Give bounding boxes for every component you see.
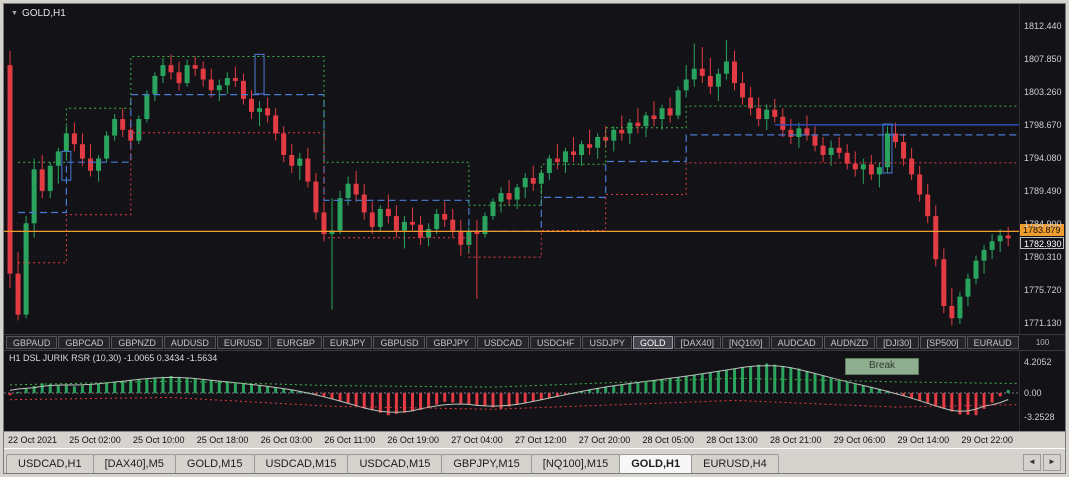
current-price-badge: 1782.930 bbox=[1020, 237, 1064, 250]
chart-tab-GOLD-H1[interactable]: GOLD,H1 bbox=[619, 454, 693, 473]
price-scale-label: 1771.130 bbox=[1024, 318, 1062, 329]
indicator-level-line bbox=[9, 377, 1019, 388]
symbol-list: GBPAUD GBPCAD GBPNZD AUDUSD EURUSD EURGBP EURJ… bbox=[4, 335, 1020, 350]
ticker-symbol-AUDUSD[interactable]: AUDUSD bbox=[163, 336, 216, 349]
ticker-symbol-USDCHF[interactable]: USDCHF bbox=[529, 336, 582, 349]
selection-box[interactable] bbox=[254, 53, 265, 95]
selection-box[interactable] bbox=[882, 123, 893, 174]
time-axis-label: 27 Oct 20:00 bbox=[578, 435, 631, 445]
indicator-signal-line bbox=[9, 365, 1009, 413]
price-scale-label: 1775.720 bbox=[1024, 285, 1062, 296]
indicator-scale-label: 4.2052 bbox=[1024, 356, 1052, 367]
chart-title-label: GOLD,H1 bbox=[21, 8, 66, 19]
price-scale[interactable]: 1783.879 1782.930 1812.440 1807.850 1803.2… bbox=[1019, 4, 1065, 334]
ticker-symbol-DJI30[interactable]: [DJI30] bbox=[876, 336, 919, 349]
price-scale-label: 1780.310 bbox=[1024, 252, 1062, 262]
indicator-scale[interactable]: 4.2052 0.00 -3.2528 bbox=[1019, 351, 1065, 431]
ticker-symbol-EURUSD[interactable]: EURUSD bbox=[216, 336, 269, 349]
chart-tab--NQ100--M15[interactable]: [NQ100],M15 bbox=[530, 454, 621, 473]
price-scale-label: 1794.080 bbox=[1024, 153, 1062, 163]
time-axis-label: 28 Oct 05:00 bbox=[642, 435, 695, 445]
chart-title: ▼ GOLD,H1 bbox=[11, 8, 66, 19]
ticker-symbol-GOLD[interactable]: GOLD bbox=[633, 336, 673, 349]
chart-tab-GBPJPY-M15[interactable]: GBPJPY,M15 bbox=[441, 454, 532, 473]
time-axis-label: 29 Oct 06:00 bbox=[833, 435, 886, 445]
symbol-switcher-bar: GBPAUD GBPCAD GBPNZD AUDUSD EURUSD EURGBP EURJ… bbox=[4, 334, 1065, 350]
price-scale-label: 1807.850 bbox=[1024, 54, 1062, 64]
chart-tabs: USDCAD,H1 [DAX40],M5 GOLD,M15 USDCAD,M15 USD… bbox=[6, 454, 779, 473]
ticker-symbol-GBPJPY[interactable]: GBPJPY bbox=[426, 336, 476, 349]
break-button[interactable]: Break bbox=[845, 358, 919, 375]
terminal-chart-window: ▼ GOLD,H1 1783.879 1782.930 1812.440 1807… bbox=[3, 3, 1066, 474]
time-axis-label: 25 Oct 10:00 bbox=[133, 435, 185, 445]
indicator-subwindow: H1 DSL JURIK RSR (10,30) -1.0065 0.3434 … bbox=[4, 350, 1065, 431]
candlestick-chart[interactable]: ▼ GOLD,H1 bbox=[4, 4, 1019, 334]
ticker-symbol-GBPUSD[interactable]: GBPUSD bbox=[373, 336, 426, 349]
indicator-chart[interactable]: H1 DSL JURIK RSR (10,30) -1.0065 0.3434 … bbox=[4, 351, 1019, 431]
ticker-symbol-NQ100[interactable]: [NQ100] bbox=[722, 336, 770, 349]
time-axis-label: 28 Oct 21:00 bbox=[770, 435, 822, 445]
time-axis-label: 22 Oct 2021 bbox=[8, 435, 58, 445]
time-axis-label: 26 Oct 19:00 bbox=[387, 435, 439, 445]
ticker-symbol-AUDCAD[interactable]: AUDCAD bbox=[770, 336, 823, 349]
indicator-scale-label: -3.2528 bbox=[1024, 412, 1055, 423]
orange-price-badge: 1783.879 bbox=[1020, 224, 1064, 237]
indicator-scale-label: 0.00 bbox=[1024, 388, 1042, 398]
time-axis-label: 25 Oct 02:00 bbox=[69, 435, 121, 445]
ticker-symbol-USDCAD[interactable]: USDCAD bbox=[476, 336, 529, 349]
time-axis-label: 27 Oct 12:00 bbox=[514, 435, 567, 445]
ticker-symbol-EURJPY[interactable]: EURJPY bbox=[322, 336, 373, 349]
chart-tab-USDCAD-H1[interactable]: USDCAD,H1 bbox=[6, 454, 94, 473]
time-axis-label: 26 Oct 03:00 bbox=[260, 435, 313, 445]
ticker-symbol-AUDNZD[interactable]: AUDNZD bbox=[823, 336, 876, 349]
time-axis-label: 25 Oct 18:00 bbox=[196, 435, 249, 445]
indicator-name-label: H1 DSL JURIK RSR (10,30) -1.0065 0.3434 … bbox=[9, 353, 218, 363]
ticker-symbol-GBPNZD[interactable]: GBPNZD bbox=[111, 336, 163, 349]
candles-group bbox=[7, 39, 1011, 326]
selection-box[interactable] bbox=[61, 150, 72, 181]
chart-tab-USDCAD-M15[interactable]: USDCAD,M15 bbox=[347, 454, 443, 473]
chart-tab-USDCAD-M15[interactable]: USDCAD,M15 bbox=[253, 454, 349, 473]
ticker-symbol-USDJPY[interactable]: USDJPY bbox=[582, 336, 632, 349]
indicator-level-line bbox=[9, 396, 1019, 410]
price-scale-label: 1784.900 bbox=[1024, 219, 1062, 229]
ticker-scale-label: 100 bbox=[1035, 338, 1050, 347]
chart-tab-bar: USDCAD,H1 [DAX40],M5 GOLD,M15 USDCAD,M15 USD… bbox=[4, 448, 1065, 473]
chart-tab-EURUSD-H4[interactable]: EURUSD,H4 bbox=[691, 454, 779, 473]
time-axis-label: 27 Oct 04:00 bbox=[451, 435, 503, 445]
tab-scroll-left-icon[interactable]: ◄ bbox=[1023, 454, 1041, 471]
ticker-symbol-EURAUD[interactable]: EURAUD bbox=[966, 336, 1019, 349]
price-scale-label: 1812.440 bbox=[1024, 21, 1062, 31]
time-axis-label: 26 Oct 11:00 bbox=[324, 435, 376, 445]
time-axis-label: 29 Oct 14:00 bbox=[897, 435, 950, 445]
ticker-symbol-EURGBP[interactable]: EURGBP bbox=[269, 336, 322, 349]
time-axis[interactable]: 22 Oct 2021 25 Oct 02:00 25 Oct 10:00 25 Oc… bbox=[4, 431, 1065, 448]
chart-tab--DAX40--M5[interactable]: [DAX40],M5 bbox=[92, 454, 176, 473]
indicator-canvas[interactable] bbox=[4, 351, 1019, 431]
indicator-histogram bbox=[8, 363, 1010, 416]
tab-scroll-controls: ◄ ► bbox=[1023, 454, 1061, 473]
price-scale-label: 1798.670 bbox=[1024, 120, 1062, 130]
main-chart-area: ▼ GOLD,H1 1783.879 1782.930 1812.440 1807… bbox=[4, 4, 1065, 334]
ticker-symbol-DAX40[interactable]: [DAX40] bbox=[673, 336, 722, 349]
candlestick-chart-canvas[interactable] bbox=[4, 4, 1019, 334]
price-scale-label: 1803.260 bbox=[1024, 87, 1062, 97]
ticker-symbol-SP500[interactable]: [SP500] bbox=[919, 336, 966, 349]
price-scale-label: 1789.490 bbox=[1024, 186, 1062, 196]
chart-tab-GOLD-M15[interactable]: GOLD,M15 bbox=[174, 454, 255, 473]
ticker-symbol-GBPAUD[interactable]: GBPAUD bbox=[6, 336, 58, 349]
ticker-symbol-GBPCAD[interactable]: GBPCAD bbox=[58, 336, 111, 349]
tab-scroll-right-icon[interactable]: ► bbox=[1043, 454, 1061, 471]
time-axis-label: 28 Oct 13:00 bbox=[706, 435, 758, 445]
time-axis-label: 29 Oct 22:00 bbox=[961, 435, 1013, 445]
chart-dropdown-icon[interactable]: ▼ bbox=[11, 9, 18, 17]
